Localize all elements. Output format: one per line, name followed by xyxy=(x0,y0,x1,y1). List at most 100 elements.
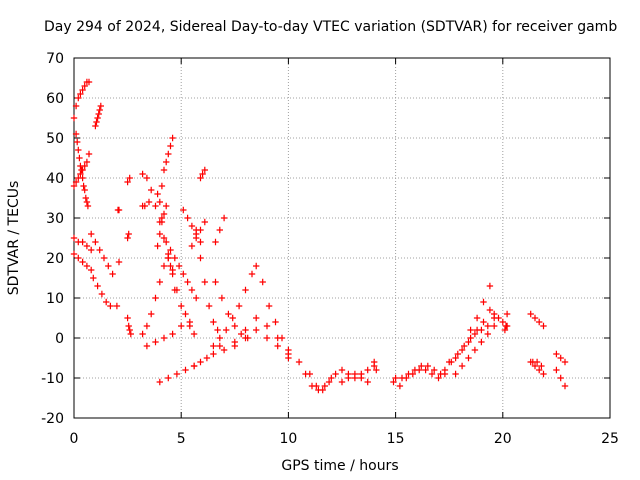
series-arc7 xyxy=(88,230,116,278)
data-point xyxy=(186,318,193,326)
data-point xyxy=(79,258,86,266)
data-point xyxy=(83,262,91,270)
data-point xyxy=(70,182,78,190)
series-arc49 xyxy=(553,350,569,366)
data-point xyxy=(478,326,485,334)
data-point xyxy=(242,326,249,334)
series-arc39 xyxy=(392,362,444,382)
data-point xyxy=(358,374,365,382)
series-arc28 xyxy=(210,270,256,350)
series-arc26 xyxy=(156,362,198,386)
data-point xyxy=(160,334,168,342)
data-point xyxy=(124,178,131,186)
data-point xyxy=(139,170,146,178)
data-point xyxy=(167,262,174,270)
data-point xyxy=(238,330,245,338)
data-point xyxy=(216,342,223,350)
series-arc45 xyxy=(501,310,511,334)
data-point xyxy=(152,338,159,346)
data-point xyxy=(452,354,459,362)
data-point xyxy=(371,358,378,366)
data-point xyxy=(92,238,99,246)
data-point xyxy=(538,362,545,370)
data-point xyxy=(184,278,191,286)
data-point xyxy=(411,366,419,374)
data-point xyxy=(156,230,163,238)
data-point xyxy=(83,158,91,166)
data-point xyxy=(201,218,208,226)
data-point xyxy=(163,202,170,210)
data-point xyxy=(165,374,172,382)
data-point xyxy=(553,350,560,358)
data-point xyxy=(458,346,466,354)
data-point xyxy=(171,254,178,262)
data-point xyxy=(531,314,539,322)
data-point xyxy=(158,218,166,226)
y-axis-label: SDTVAR / TECUs xyxy=(6,181,22,296)
series-arc16 xyxy=(139,198,153,210)
data-point xyxy=(278,334,286,342)
y-tick-label: 30 xyxy=(46,211,64,227)
series-arc33 xyxy=(295,358,335,394)
x-axis-label: GPS time / hours xyxy=(281,458,398,474)
y-tick-labels: -20 -10 0 10 20 30 40 50 60 70 xyxy=(41,51,64,427)
data-point xyxy=(242,286,249,294)
data-point xyxy=(325,378,333,386)
data-point xyxy=(83,242,91,250)
data-point xyxy=(197,174,204,182)
data-point xyxy=(188,286,196,294)
data-point xyxy=(160,262,168,270)
data-point xyxy=(124,234,131,242)
data-point xyxy=(190,330,198,338)
series-arc23 xyxy=(212,214,228,246)
data-point xyxy=(231,322,238,330)
series-arc24 xyxy=(197,166,208,182)
axis-ticks xyxy=(73,57,611,419)
data-point xyxy=(540,322,547,330)
data-point xyxy=(88,230,95,238)
data-point xyxy=(173,370,181,378)
data-point xyxy=(72,130,80,138)
data-point xyxy=(75,94,82,102)
data-point xyxy=(115,206,123,214)
data-point xyxy=(141,202,148,210)
data-point xyxy=(214,326,221,334)
series-arc36 xyxy=(338,370,371,386)
data-point xyxy=(143,322,151,330)
data-point xyxy=(235,302,243,310)
data-point xyxy=(197,358,204,366)
data-point xyxy=(160,166,168,174)
data-point xyxy=(533,358,541,366)
y-tick-label: 0 xyxy=(55,331,64,347)
data-point xyxy=(94,114,101,122)
data-point xyxy=(338,378,346,386)
data-point xyxy=(405,370,412,378)
data-point xyxy=(85,150,93,158)
y-tick-label: 20 xyxy=(46,251,64,267)
data-point xyxy=(422,366,429,374)
data-point xyxy=(478,338,485,346)
series-arc27 xyxy=(190,342,223,370)
data-point xyxy=(143,174,151,182)
data-point xyxy=(319,386,326,394)
data-point xyxy=(95,110,102,118)
data-point xyxy=(210,350,217,358)
data-point xyxy=(79,238,86,246)
data-point xyxy=(139,330,146,338)
series-arc50 xyxy=(553,366,569,390)
series-arc40 xyxy=(441,306,494,374)
data-point xyxy=(152,294,159,302)
data-point xyxy=(501,326,509,334)
data-point xyxy=(96,106,103,114)
data-point xyxy=(484,322,491,330)
data-point xyxy=(188,222,196,230)
data-point xyxy=(313,382,320,390)
data-point xyxy=(77,90,84,98)
data-point xyxy=(295,358,303,366)
data-point xyxy=(486,306,494,314)
data-point xyxy=(178,302,185,310)
data-point xyxy=(495,314,502,322)
data-point xyxy=(193,294,200,302)
series-arc48 xyxy=(529,358,545,370)
data-point xyxy=(182,366,189,374)
